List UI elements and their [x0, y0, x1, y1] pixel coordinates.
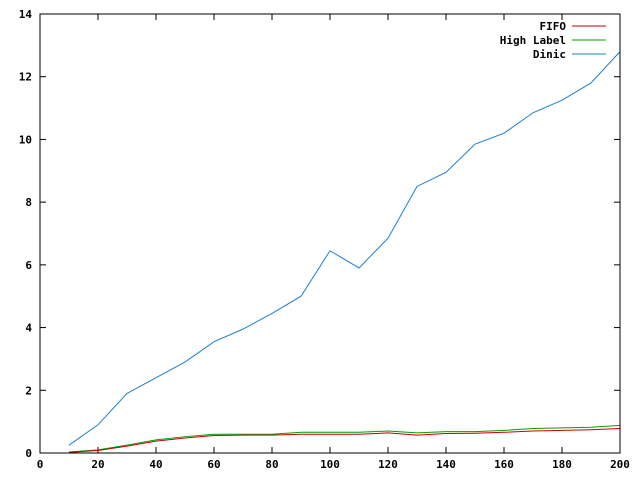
series-line-high-label — [68, 424, 621, 453]
series-line-dinic — [68, 51, 621, 446]
y-tick-label: 6 — [25, 259, 32, 272]
legend-label: High Label — [500, 34, 566, 47]
y-tick-label: 12 — [19, 71, 32, 84]
y-tick-label: 10 — [19, 133, 32, 146]
x-tick-label: 160 — [494, 458, 514, 471]
x-tick-label: 140 — [436, 458, 456, 471]
plot-frame — [39, 13, 621, 454]
series-line-fifo — [68, 428, 621, 453]
x-tick-label: 20 — [91, 458, 104, 471]
x-tick-label: 80 — [265, 458, 278, 471]
x-tick-label: 40 — [149, 458, 162, 471]
y-tick-label: 4 — [25, 322, 32, 335]
y-axis: 0 2 4 6 8 10 12 14 — [19, 8, 620, 460]
y-tick-label: 8 — [25, 196, 32, 209]
y-tick-label: 0 — [25, 447, 32, 460]
series-lines — [68, 51, 621, 453]
x-axis: 0 20 40 60 80 100 120 140 160 180 200 — [37, 14, 630, 471]
x-tick-label: 200 — [610, 458, 630, 471]
x-tick-label: 60 — [207, 458, 220, 471]
y-tick-label: 14 — [19, 8, 33, 21]
y-tick-label: 2 — [25, 384, 32, 397]
x-tick-label: 180 — [552, 458, 572, 471]
legend-label: Dinic — [533, 48, 566, 61]
x-tick-label: 100 — [320, 458, 340, 471]
x-tick-label: 120 — [378, 458, 398, 471]
legend-label: FIFO — [540, 20, 567, 33]
x-tick-label: 0 — [37, 458, 44, 471]
